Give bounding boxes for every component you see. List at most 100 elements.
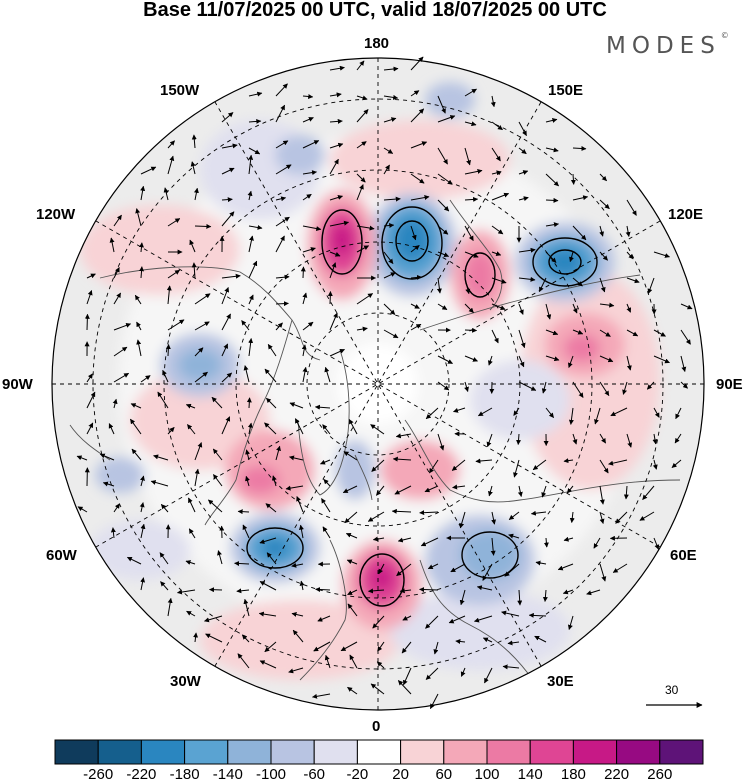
- wind-arrow: [264, 641, 277, 653]
- wind-arrow: [383, 66, 399, 72]
- wind-arrow: [139, 266, 145, 279]
- wind-arrow: [208, 499, 223, 513]
- wind-arrow: [302, 225, 322, 232]
- wind-arrow: [99, 453, 115, 461]
- wind-arrow: [535, 560, 547, 566]
- wind-arrow: [275, 140, 289, 149]
- wind-arrow: [267, 343, 277, 357]
- wind-arrow: [464, 196, 479, 202]
- wind-arrow: [459, 589, 466, 606]
- wind-arrow: [237, 509, 250, 515]
- lon-label-0: 0: [372, 718, 381, 735]
- wind-arrow: [302, 366, 308, 383]
- wind-arrow: [626, 251, 634, 260]
- wind-arrow: [302, 292, 308, 305]
- wind-arrow: [545, 329, 559, 336]
- wind-arrow: [246, 397, 252, 409]
- wind-arrow: [508, 511, 520, 520]
- colorbar-tick-label: 100: [474, 766, 500, 783]
- wind-arrow: [264, 422, 277, 435]
- colorbar-swatch: [97, 739, 142, 765]
- colorbar-swatch: [54, 739, 99, 765]
- wind-arrow: [464, 277, 471, 295]
- wind-arrow: [532, 459, 547, 471]
- wind-arrow: [191, 134, 197, 149]
- wind-arrow: [437, 381, 450, 391]
- wind-arrow: [165, 344, 171, 357]
- wind-arrow: [545, 173, 559, 187]
- map-title: Base 11/07/2025 00 UTC, valid 18/07/2025…: [143, 0, 607, 21]
- wind-arrow: [453, 407, 466, 413]
- wind-arrow: [315, 587, 331, 593]
- wind-arrow: [383, 147, 394, 154]
- colorbar-swatch: [313, 739, 358, 765]
- wind-arrow: [86, 273, 96, 279]
- wind-arrow: [347, 686, 358, 695]
- wind-arrow: [113, 372, 130, 383]
- wind-arrow: [194, 468, 200, 487]
- colorbar-swatch: [572, 739, 618, 765]
- wind-arrow: [275, 445, 281, 461]
- wind-arrow: [191, 262, 197, 279]
- wind-arrow: [545, 407, 554, 418]
- wind-arrow: [543, 537, 549, 548]
- wind-arrow: [593, 537, 601, 549]
- wind-arrow: [140, 577, 146, 591]
- lon-label-30e: 30E: [547, 673, 574, 690]
- wind-arrow: [652, 459, 658, 470]
- colorbar: [54, 739, 704, 765]
- wind-arrow: [289, 455, 304, 461]
- wind-arrow: [102, 481, 115, 487]
- wind-arrow: [397, 680, 412, 695]
- wind-arrow: [296, 496, 304, 513]
- wind-arrow: [528, 612, 547, 618]
- colorbar-tick-label: -100: [255, 766, 287, 783]
- wind-arrow: [599, 485, 605, 505]
- wind-arrow: [140, 375, 151, 383]
- wind-arrow: [599, 199, 610, 210]
- wind-arrow: [599, 433, 607, 444]
- wind-arrow: [570, 173, 576, 185]
- wind-arrow: [345, 532, 358, 539]
- wind-arrow: [288, 667, 304, 674]
- wind-arrow: [245, 475, 250, 487]
- colorbar-swatch: [616, 739, 661, 765]
- wind-arrow: [221, 112, 234, 123]
- wind-arrow: [572, 303, 578, 314]
- wind-arrow: [258, 611, 277, 617]
- wind-arrow: [259, 537, 277, 544]
- wind-arrow: [266, 552, 277, 565]
- wind-arrow: [248, 118, 262, 124]
- wind-arrow: [370, 683, 385, 695]
- wind-arrow: [567, 615, 574, 630]
- wind-arrow: [518, 147, 527, 155]
- wind-arrow: [594, 407, 601, 425]
- wind-arrow: [437, 433, 445, 451]
- wind-arrow: [302, 117, 314, 123]
- wind-arrow: [383, 117, 397, 123]
- wind-arrow: [302, 93, 314, 99]
- wind-arrow: [410, 323, 422, 331]
- height-contours: [246, 206, 598, 607]
- wind-arrow: [356, 326, 368, 332]
- wind-arrow: [113, 323, 132, 331]
- wind-arrow: [410, 90, 420, 97]
- wind-arrow: [329, 118, 343, 124]
- wind-arrow: [626, 329, 639, 337]
- wind-arrow: [452, 484, 466, 490]
- wind-arrow: [248, 224, 263, 230]
- wind-arrow: [491, 121, 503, 131]
- wind-arrow: [140, 475, 145, 487]
- colorbar-swatch: [356, 739, 402, 765]
- wind-arrow: [420, 537, 439, 547]
- wind-arrow: [545, 303, 552, 320]
- wind-arrow: [491, 511, 497, 525]
- wind-arrow: [599, 563, 607, 582]
- wind-arrow: [248, 294, 254, 305]
- wind-arrow: [241, 320, 250, 331]
- wind-arrow: [410, 303, 420, 309]
- wind-arrow: [113, 292, 122, 305]
- wind-arrow: [372, 615, 385, 629]
- wind-arrow: [392, 456, 412, 462]
- wind-arrow: [317, 615, 331, 622]
